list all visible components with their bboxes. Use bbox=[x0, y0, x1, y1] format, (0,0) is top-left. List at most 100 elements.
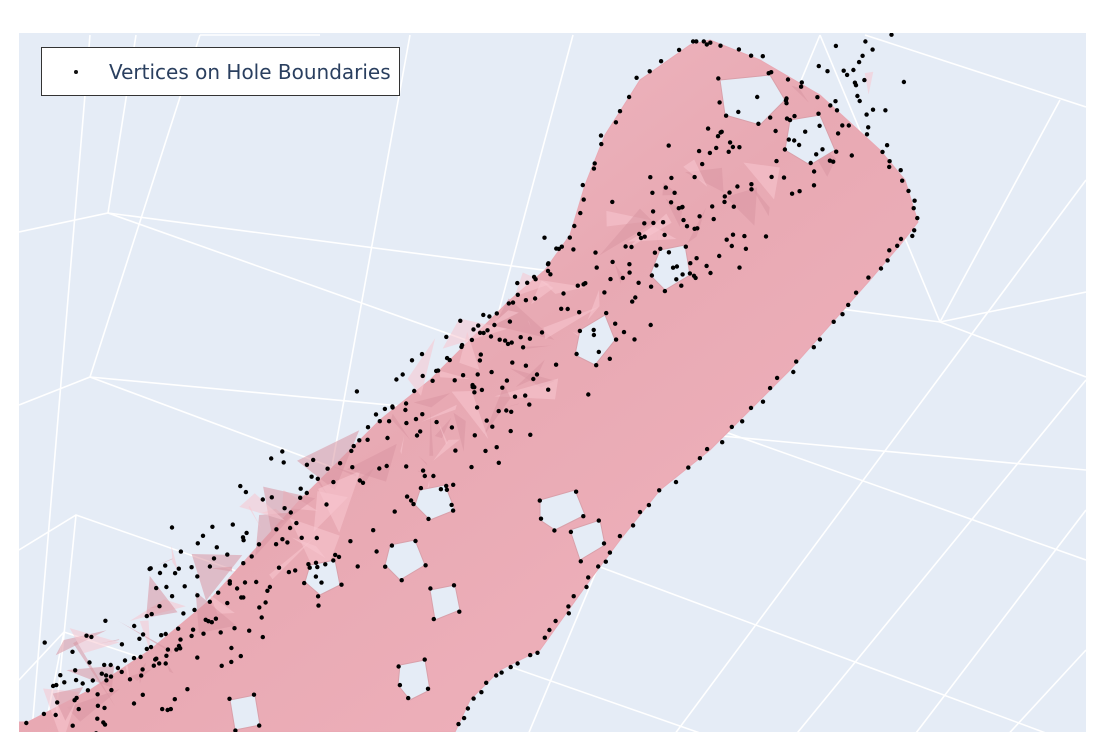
grid-line bbox=[915, 509, 1086, 732]
vertex-point bbox=[887, 248, 892, 253]
vertex-point bbox=[566, 604, 571, 609]
vertex-point bbox=[610, 259, 615, 265]
vertex-point bbox=[851, 67, 856, 73]
vertex-point bbox=[484, 680, 489, 685]
vertex-point bbox=[737, 145, 742, 150]
vertex-point bbox=[915, 215, 920, 221]
vertex-point bbox=[545, 268, 551, 274]
vertex-point bbox=[662, 288, 668, 294]
vertex-point bbox=[276, 565, 282, 570]
vertex-point bbox=[632, 337, 637, 342]
vertex-point bbox=[627, 270, 632, 275]
vertex-point bbox=[304, 462, 310, 467]
vertex-point bbox=[315, 594, 321, 599]
vertex-point bbox=[331, 558, 336, 563]
vertex-point bbox=[101, 720, 106, 725]
vertex-point bbox=[218, 630, 223, 635]
vertex-point bbox=[523, 393, 528, 398]
vertex-point bbox=[735, 184, 740, 189]
vertex-point bbox=[392, 509, 397, 514]
vertex-point bbox=[692, 174, 697, 180]
vertex-point bbox=[404, 494, 410, 499]
vertex-point bbox=[693, 275, 698, 281]
vertex-point bbox=[41, 711, 47, 717]
vertex-point bbox=[815, 95, 820, 100]
legend[interactable]: Vertices on Hole Boundaries bbox=[41, 47, 400, 96]
vertex-point bbox=[403, 401, 409, 406]
mesh-facet bbox=[434, 417, 452, 439]
vertex-point bbox=[630, 299, 635, 304]
vertex-point bbox=[95, 692, 100, 697]
vertex-point bbox=[298, 495, 303, 500]
vertex-point bbox=[701, 39, 706, 44]
vertex-point bbox=[687, 271, 693, 276]
vertex-point bbox=[389, 543, 395, 548]
vertex-point bbox=[610, 199, 615, 205]
vertex-point bbox=[660, 220, 666, 225]
vertex-point bbox=[76, 706, 81, 712]
vertex-point bbox=[102, 705, 107, 711]
vertex-point bbox=[613, 120, 619, 125]
vertex-point bbox=[422, 657, 427, 662]
vertex-point bbox=[613, 321, 618, 326]
vertex-point bbox=[438, 487, 444, 492]
vertex-point bbox=[377, 419, 382, 424]
vertex-point bbox=[475, 372, 480, 377]
vertex-point bbox=[476, 323, 481, 328]
vertex-point bbox=[201, 631, 206, 636]
mesh-facet bbox=[725, 187, 758, 226]
vertex-point bbox=[811, 169, 817, 174]
vertex-point bbox=[535, 650, 540, 655]
vertex-point bbox=[232, 626, 237, 631]
vertex-point bbox=[157, 570, 163, 576]
vertex-point bbox=[247, 628, 252, 633]
vertex-point bbox=[542, 635, 547, 640]
vertex-point bbox=[796, 142, 802, 148]
vertex-point bbox=[647, 69, 652, 74]
vertex-point bbox=[234, 586, 240, 591]
vertex-point bbox=[853, 290, 859, 295]
grid-line bbox=[1009, 649, 1086, 732]
vertex-point bbox=[453, 448, 458, 453]
vertex-point bbox=[782, 147, 788, 152]
vertex-point bbox=[623, 244, 628, 249]
mesh-facet bbox=[118, 620, 173, 654]
mesh-hole bbox=[649, 244, 691, 291]
vertex-point bbox=[148, 644, 154, 650]
vertex-point bbox=[494, 673, 499, 678]
vertex-point bbox=[397, 682, 403, 688]
mesh-facet bbox=[418, 456, 428, 466]
vertex-point bbox=[94, 731, 98, 732]
vertex-point bbox=[666, 143, 671, 148]
vertex-point bbox=[910, 233, 915, 239]
vertex-point bbox=[95, 716, 100, 721]
vertex-point bbox=[817, 337, 823, 342]
vertex-point bbox=[490, 424, 495, 429]
vertex-point bbox=[710, 204, 715, 209]
vertex-point bbox=[90, 678, 96, 683]
mesh-facet bbox=[195, 591, 237, 634]
vertex-point bbox=[157, 604, 162, 609]
vertex-point bbox=[172, 697, 177, 702]
mesh-facet bbox=[451, 390, 489, 440]
vertex-point bbox=[70, 723, 75, 728]
vertex-point bbox=[602, 290, 607, 295]
vertex-point bbox=[581, 282, 586, 287]
vertex-point bbox=[298, 486, 303, 491]
vertex-point bbox=[723, 113, 729, 118]
vertex-point bbox=[163, 563, 168, 568]
vertex-point bbox=[404, 420, 409, 426]
vertex-point bbox=[883, 108, 888, 113]
mesh-facet bbox=[743, 162, 780, 200]
vertex-point bbox=[900, 178, 905, 183]
vertex-point bbox=[154, 656, 159, 661]
vertex-point bbox=[518, 335, 523, 340]
vertex-point bbox=[617, 109, 623, 114]
vertex-point bbox=[484, 418, 489, 423]
vertex-point bbox=[835, 131, 841, 136]
mesh-facet bbox=[572, 331, 588, 339]
vertex-point bbox=[282, 506, 287, 511]
vertex-point bbox=[539, 330, 545, 335]
vertex-point bbox=[315, 476, 320, 481]
